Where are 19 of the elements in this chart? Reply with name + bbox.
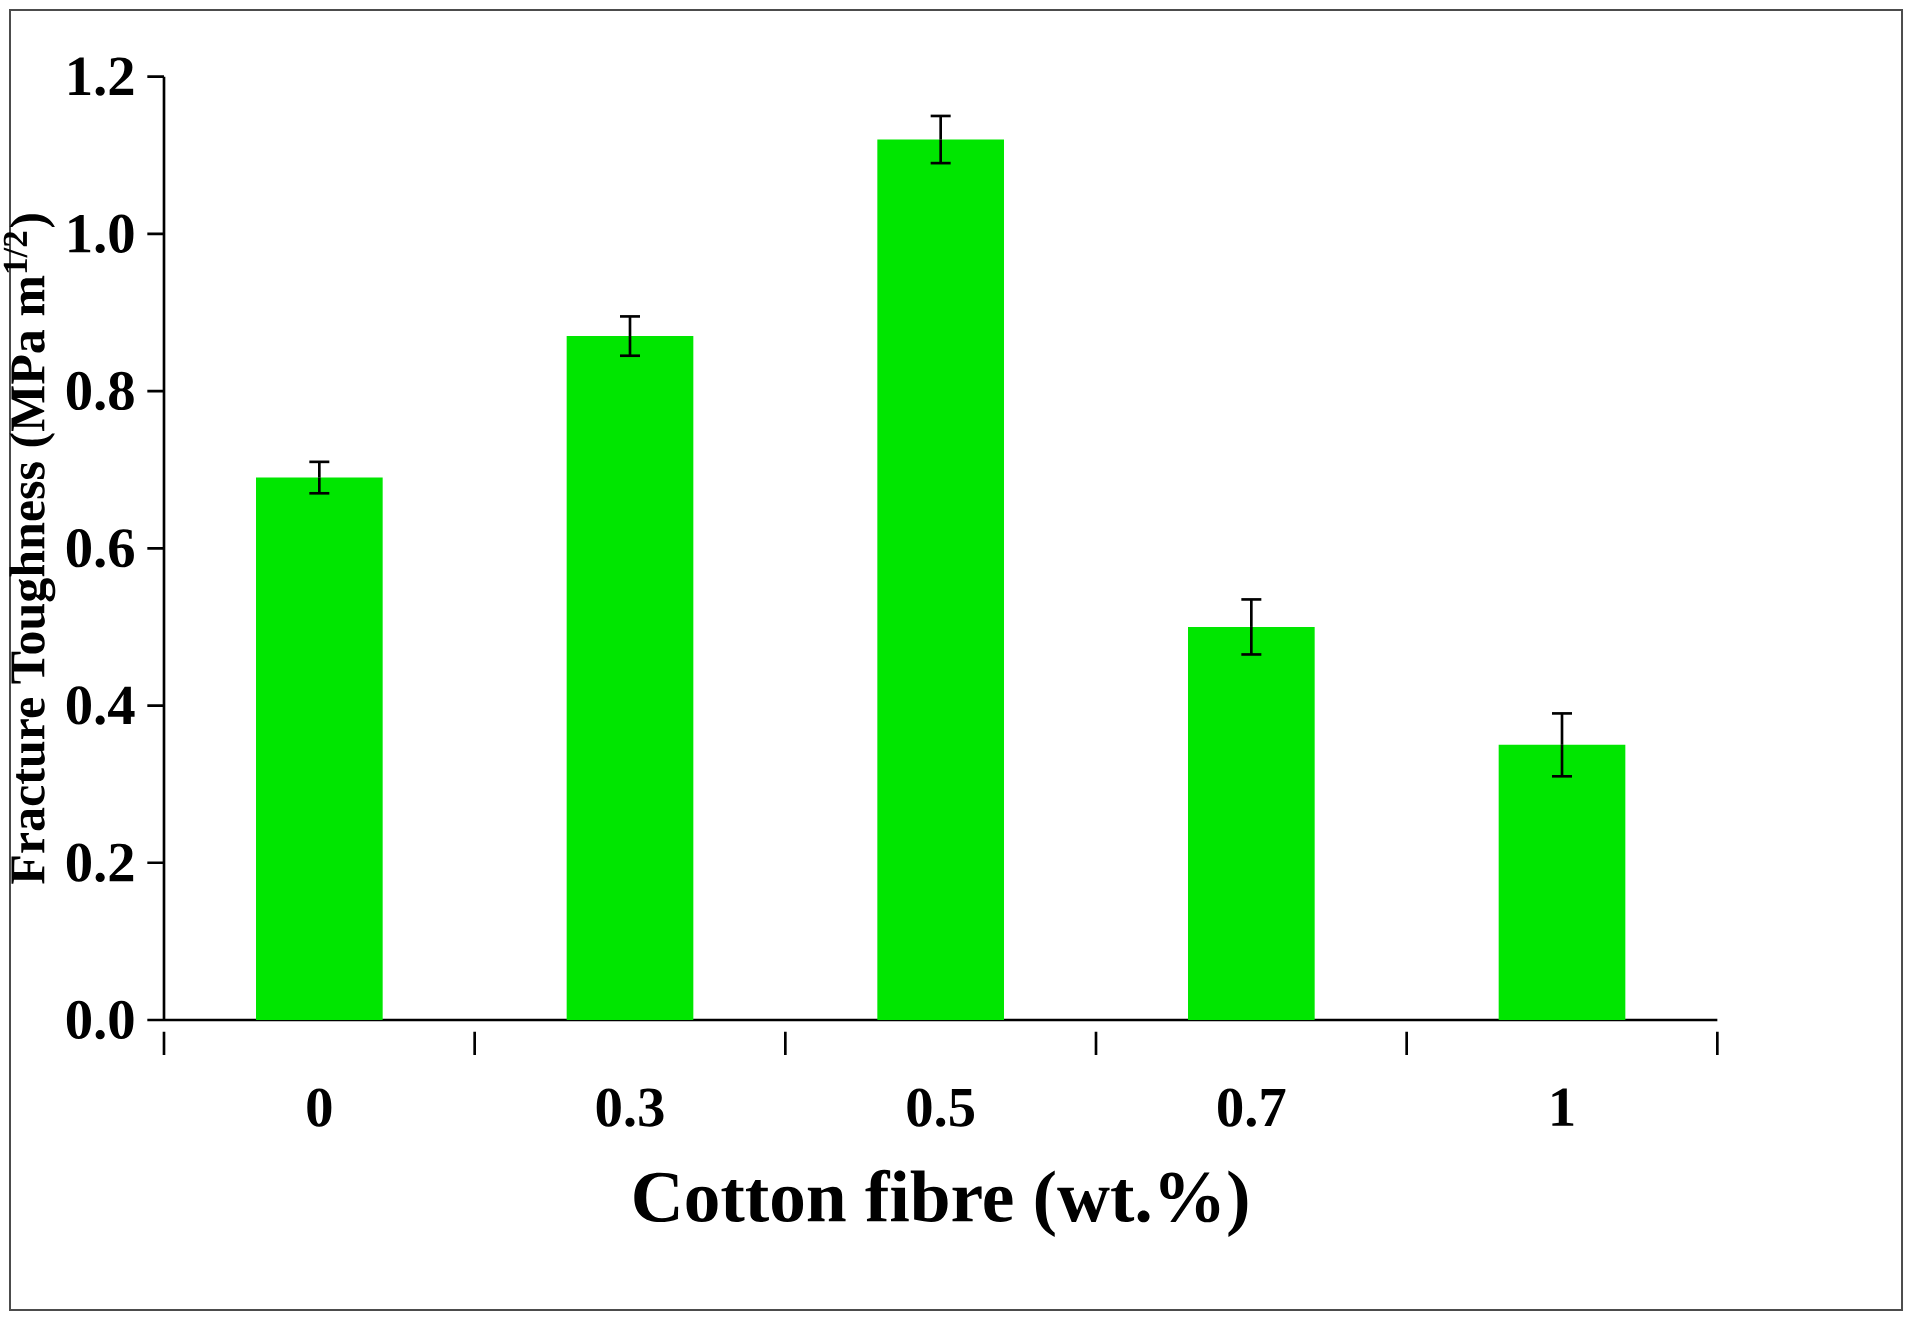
bar: [877, 139, 1004, 1020]
y-tick-label: 0.4: [66, 686, 135, 725]
bar: [566, 336, 694, 1020]
x-tick-label: 0.5: [907, 1088, 974, 1127]
y-tick-label: 0.6: [66, 529, 134, 568]
y-tick-label: 0.8: [66, 371, 134, 411]
bar: [256, 477, 383, 1020]
y-tick-label: 0.2: [66, 843, 134, 882]
bar: [1498, 744, 1626, 1020]
x-tick-label: 1: [1552, 1088, 1574, 1126]
y-tick-label: 1.0: [69, 214, 134, 254]
y-tick-label: 0.0: [66, 1000, 134, 1040]
x-axis-title: Cotton fibre (wt.%): [634, 1169, 1248, 1237]
x-tick-label: 0: [307, 1088, 332, 1127]
x-tick-label: 0.3: [596, 1088, 664, 1127]
y-axis-title: Fracture Toughness (MPa m$^{1/2}$): [3, 214, 56, 884]
x-tick-label: 0.7: [1218, 1088, 1286, 1127]
y-tick-label: 1.2: [69, 57, 134, 96]
bar: [1188, 626, 1315, 1020]
